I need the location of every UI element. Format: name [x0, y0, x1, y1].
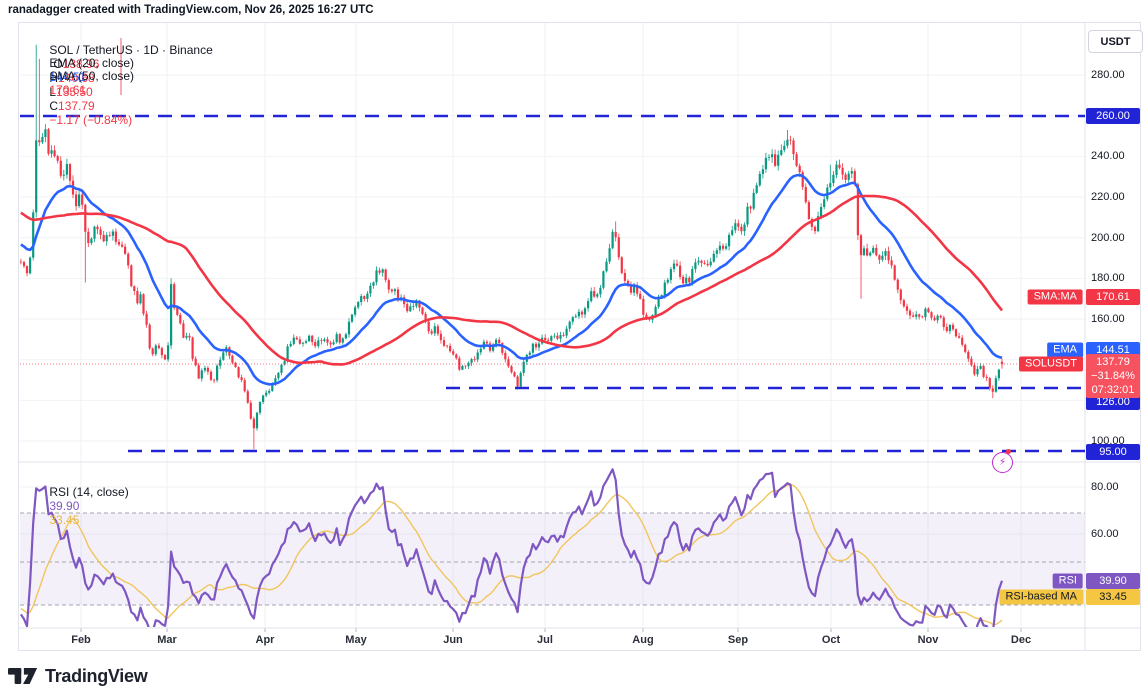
ohlc-low-value: 135.50	[56, 85, 93, 99]
month-label: Nov	[917, 634, 939, 646]
level-badge-126: 126.00	[1086, 394, 1140, 410]
tradingview-logo-mark	[8, 668, 38, 684]
level-badge-95: 95.00	[1086, 444, 1140, 460]
ohlc-change-value: −1.17 (−0.84%)	[49, 113, 133, 127]
symbol-line-tag: SOLUSDT	[1019, 356, 1083, 372]
month-label: Feb	[71, 634, 91, 646]
ohlc-close-label: C	[49, 99, 59, 113]
month-label: Jul	[537, 634, 553, 646]
month-label: Sep	[727, 634, 749, 646]
level-badge-260: 260.00	[1086, 108, 1140, 124]
axis-tick-label: 240.00	[1091, 150, 1125, 162]
ohlc-close-value: 137.79	[58, 99, 95, 113]
sma-legend-label: SMA (50, close)	[49, 69, 135, 83]
month-label: Dec	[1010, 634, 1032, 646]
sma-axis-badge: 170.61	[1086, 289, 1140, 305]
axis-tick-label: 180.00	[1091, 272, 1125, 284]
sma-legend-row[interactable]: SMA (50, close) 170.61	[36, 55, 137, 111]
ema-legend-row[interactable]: EMA (20, close) 144.51	[36, 42, 137, 98]
ohlc-high-label: H	[49, 71, 59, 85]
lightning-glyph: ⚡	[998, 457, 1007, 468]
month-label: Oct	[821, 634, 841, 646]
axis-tick-label: 60.00	[1091, 528, 1119, 540]
lightning-icon[interactable]: ⚡	[992, 452, 1013, 473]
notification-dot	[1006, 449, 1011, 454]
ema-line-tag: EMA	[1047, 342, 1083, 358]
month-label: Mar	[157, 634, 177, 646]
rsi-axis-badge: 39.90	[1086, 573, 1140, 589]
sma-legend-value: 170.61	[49, 83, 87, 97]
ohlc-open-value: 138.96	[62, 57, 100, 71]
ohlc-high-value: 140.68	[58, 71, 95, 85]
month-label: Jun	[443, 634, 463, 646]
currency-toggle-button[interactable]: USDT	[1088, 30, 1143, 53]
axis-tick-label: 160.00	[1091, 313, 1125, 325]
symbol-title: SOL / TetherUS · 1D · Binance	[49, 43, 213, 57]
rsi-legend-row[interactable]: RSI (14, close) 39.90 33.45	[36, 471, 132, 541]
ohlc-open-label: O	[53, 57, 63, 71]
ema-legend-value: 144.51	[49, 70, 87, 84]
rsi-ma-axis-badge: 33.45	[1086, 589, 1140, 605]
last-price-change-pct: −31.84%	[1091, 370, 1135, 382]
axis-tick-label: 80.00	[1091, 481, 1119, 493]
axis-tick-label: 220.00	[1091, 191, 1125, 203]
last-price-axis-badge: 137.79 −31.84% 07:32:01	[1086, 354, 1140, 398]
tradingview-logo-text: TradingView	[45, 665, 148, 686]
rsi-legend-label: RSI (14, close)	[49, 485, 129, 499]
axis-tick-label: 200.00	[1091, 232, 1125, 244]
rsi-ma-line-tag: RSI-based MA	[999, 589, 1083, 605]
rsi-line-tag: RSI	[1052, 573, 1083, 589]
ema-legend-label: EMA (20, close)	[49, 56, 135, 70]
annotation-bar: ranadagger created with TradingView.com,…	[8, 4, 374, 16]
sma-line-tag: SMA:MA	[1027, 289, 1083, 305]
tradingview-logo[interactable]: TradingView	[8, 663, 148, 689]
month-label: Apr	[255, 634, 275, 646]
symbol-legend-row[interactable]: SOL / TetherUS · 1D · Binance O138.96 H1…	[36, 29, 216, 141]
bar-countdown: 07:32:01	[1091, 384, 1135, 396]
last-price-value: 137.79	[1096, 356, 1130, 368]
rsi-legend-value: 39.90	[49, 499, 80, 513]
axis-tick-label: 280.00	[1091, 69, 1125, 81]
rsi-ma-legend-value: 33.45	[49, 513, 80, 527]
ohlc-low-label: L	[49, 85, 57, 99]
month-label: Aug	[632, 634, 654, 646]
month-label: May	[345, 634, 367, 646]
